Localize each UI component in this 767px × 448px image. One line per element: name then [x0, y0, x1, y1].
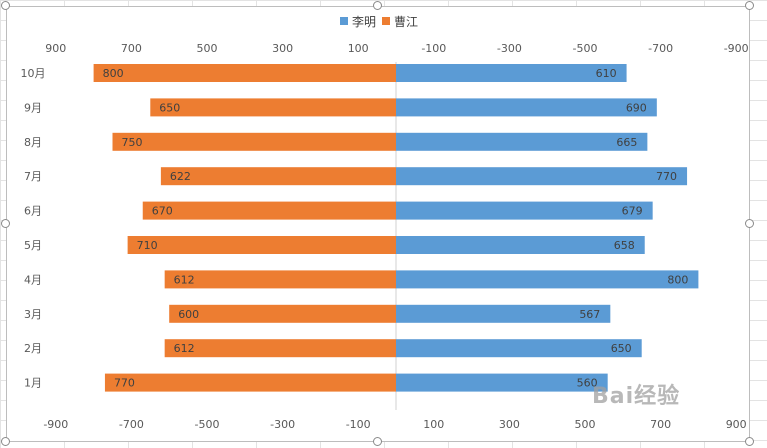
top-tick-label: 900: [45, 42, 66, 55]
bar-left[interactable]: [164, 270, 396, 289]
bar-right[interactable]: [396, 201, 653, 220]
data-label-right: 658: [614, 239, 635, 252]
data-label-right: 610: [596, 67, 617, 80]
category-label: 3月: [24, 308, 42, 321]
bar-left[interactable]: [112, 132, 397, 151]
legend-swatch-1: [382, 17, 390, 25]
bar-left[interactable]: [164, 339, 396, 358]
bar-right[interactable]: [396, 373, 608, 392]
data-label-left: 670: [152, 205, 173, 218]
data-label-right: 690: [626, 101, 647, 114]
data-label-left: 710: [137, 239, 158, 252]
legend-label-0: 李明: [352, 14, 376, 29]
bottom-tick-label: 700: [650, 418, 671, 431]
data-labels: 800 610 650 690 750 665 622 770 670 679 710 658 612 8…: [103, 67, 689, 390]
data-label-left: 612: [174, 342, 195, 355]
bottom-axis-ticks: -900 -700 -500 -300 -100 100 300 500 700 900: [43, 418, 746, 431]
category-label: 1月: [24, 377, 42, 390]
bar-right[interactable]: [396, 270, 699, 289]
bar-left[interactable]: [142, 201, 396, 220]
top-tick-label: -700: [648, 42, 673, 55]
bar-left[interactable]: [104, 373, 396, 392]
bars: [93, 64, 699, 392]
bottom-tick-label: 300: [499, 418, 520, 431]
data-label-left: 622: [170, 170, 191, 183]
data-label-right: 650: [611, 342, 632, 355]
category-label: 10月: [21, 67, 46, 80]
category-label: 4月: [24, 273, 42, 286]
top-tick-label: -500: [573, 42, 598, 55]
resize-handle-bottom-left[interactable]: [1, 437, 10, 446]
data-label-right: 800: [667, 273, 688, 286]
top-tick-label: 500: [197, 42, 218, 55]
legend-label-1: 曹江: [394, 15, 418, 29]
data-label-left: 600: [178, 308, 199, 321]
data-label-right: 770: [656, 170, 677, 183]
top-tick-label: -900: [724, 42, 749, 55]
category-label: 9月: [24, 101, 42, 114]
bar-left[interactable]: [93, 64, 396, 82]
data-label-left: 650: [159, 101, 180, 114]
bottom-tick-label: -100: [346, 418, 371, 431]
top-tick-label: 700: [121, 42, 142, 55]
category-label: 6月: [24, 205, 42, 218]
bottom-tick-label: 500: [575, 418, 596, 431]
bottom-tick-label: -900: [43, 418, 68, 431]
category-labels: 10月 9月 8月 7月 6月 5月 4月 3月 2月 1月: [21, 67, 46, 390]
data-label-right: 665: [616, 136, 637, 149]
data-label-right: 679: [622, 205, 643, 218]
resize-handle-bottom-middle[interactable]: [373, 437, 382, 446]
bar-right[interactable]: [396, 98, 657, 117]
bar-right[interactable]: [396, 339, 642, 358]
data-label-left: 800: [103, 67, 124, 80]
data-label-left: 750: [122, 136, 143, 149]
bar-left[interactable]: [160, 167, 396, 186]
bar-right[interactable]: [396, 64, 627, 82]
legend: 李明 曹江: [340, 14, 418, 29]
data-label-left: 770: [114, 377, 135, 390]
bar-left[interactable]: [150, 98, 396, 117]
top-tick-label: -300: [497, 42, 522, 55]
bar-right[interactable]: [396, 304, 611, 323]
resize-handle-middle-right[interactable]: [745, 219, 754, 228]
top-axis-ticks: 900 700 500 300 100 -100 -300 -500 -700 -900: [45, 42, 748, 55]
data-label-right: 560: [577, 377, 598, 390]
data-label-left: 612: [174, 273, 195, 286]
bottom-tick-label: 900: [726, 418, 747, 431]
resize-handle-bottom-right[interactable]: [745, 437, 754, 446]
top-tick-label: 100: [348, 42, 369, 55]
bar-left[interactable]: [169, 304, 396, 323]
watermark-logo: Bai经验: [592, 384, 681, 409]
bar-right[interactable]: [396, 167, 688, 186]
resize-handle-top-left[interactable]: [1, 1, 10, 10]
category-label: 7月: [24, 170, 42, 183]
resize-handle-top-right[interactable]: [745, 1, 754, 10]
category-label: 5月: [24, 239, 42, 252]
resize-handle-middle-left[interactable]: [1, 219, 10, 228]
bar-right[interactable]: [396, 236, 645, 254]
resize-handle-top-middle[interactable]: [373, 1, 382, 10]
legend-swatch-0: [340, 17, 348, 25]
category-label: 2月: [24, 342, 42, 355]
bar-right[interactable]: [396, 132, 648, 151]
top-tick-label: -100: [421, 42, 446, 55]
category-label: 8月: [24, 136, 42, 149]
bar-left[interactable]: [127, 236, 397, 254]
bottom-tick-label: 100: [423, 418, 444, 431]
top-tick-label: 300: [272, 42, 293, 55]
bottom-tick-label: -300: [270, 418, 295, 431]
data-label-right: 567: [579, 308, 600, 321]
bottom-tick-label: -700: [119, 418, 144, 431]
bottom-tick-label: -500: [195, 418, 220, 431]
